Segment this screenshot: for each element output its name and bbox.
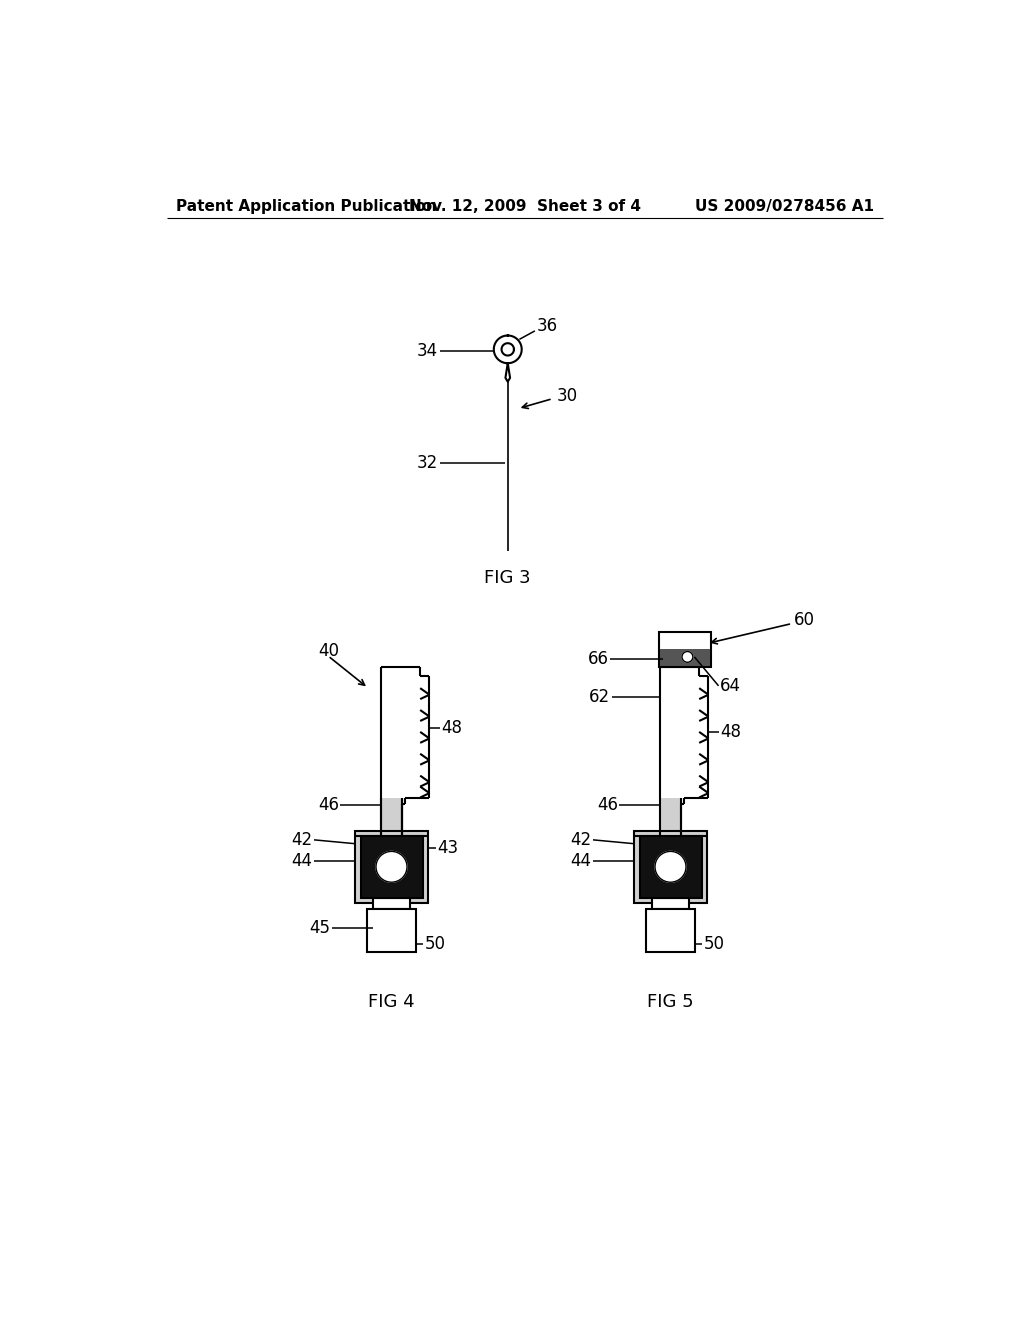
Polygon shape — [494, 335, 521, 381]
Text: FIG 5: FIG 5 — [647, 993, 694, 1011]
Text: 44: 44 — [570, 851, 592, 870]
Text: 62: 62 — [589, 689, 610, 706]
Text: 60: 60 — [794, 611, 815, 630]
Text: 42: 42 — [570, 830, 592, 849]
Text: 44: 44 — [292, 851, 312, 870]
Bar — [660, 797, 681, 836]
Text: 40: 40 — [317, 643, 339, 660]
Text: 34: 34 — [417, 342, 438, 360]
Text: Patent Application Publication: Patent Application Publication — [176, 198, 437, 214]
Text: US 2009/0278456 A1: US 2009/0278456 A1 — [694, 198, 873, 214]
Text: 48: 48 — [441, 719, 462, 737]
Text: 42: 42 — [291, 830, 312, 849]
Text: FIG 3: FIG 3 — [484, 569, 531, 587]
Bar — [634, 830, 707, 903]
Circle shape — [376, 851, 407, 882]
Bar — [381, 797, 401, 836]
Text: 45: 45 — [309, 920, 331, 937]
Text: 46: 46 — [317, 796, 339, 814]
Circle shape — [682, 652, 693, 663]
Bar — [355, 830, 428, 903]
Bar — [360, 836, 423, 898]
Bar — [646, 909, 694, 952]
Bar — [659, 649, 710, 665]
Circle shape — [655, 851, 686, 882]
Text: Nov. 12, 2009  Sheet 3 of 4: Nov. 12, 2009 Sheet 3 of 4 — [409, 198, 641, 214]
Text: 46: 46 — [597, 796, 617, 814]
Polygon shape — [502, 343, 514, 355]
Text: FIG 4: FIG 4 — [369, 993, 415, 1011]
Text: 64: 64 — [720, 677, 741, 694]
Text: 36: 36 — [537, 317, 557, 335]
Text: 48: 48 — [720, 723, 741, 741]
Text: 43: 43 — [437, 838, 459, 857]
Bar — [658, 632, 711, 667]
Bar — [640, 836, 701, 898]
Bar — [368, 909, 416, 952]
Bar — [373, 898, 410, 909]
Text: 30: 30 — [557, 387, 578, 404]
Text: 66: 66 — [588, 649, 608, 668]
Text: 50: 50 — [703, 935, 725, 953]
Bar — [652, 898, 689, 909]
Text: 32: 32 — [417, 454, 438, 471]
Text: 50: 50 — [425, 935, 445, 953]
